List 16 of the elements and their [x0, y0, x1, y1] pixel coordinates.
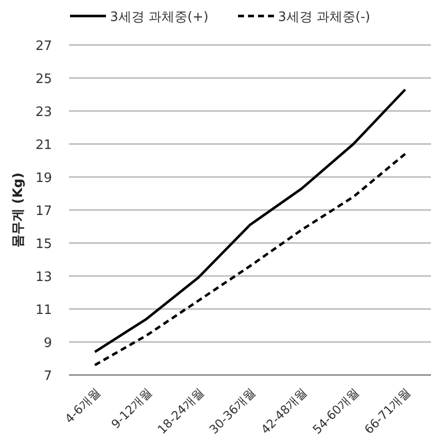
- y-tick-label: 21: [35, 138, 52, 153]
- y-tick-label: 25: [35, 72, 52, 87]
- y-tick-label: 7: [44, 369, 52, 384]
- y-axis-title: 몸무게 (Kg): [11, 172, 26, 248]
- y-tick-label: 9: [44, 336, 52, 351]
- y-tick-label: 23: [35, 105, 52, 120]
- legend-label: 3세경 과체중(-): [278, 10, 370, 25]
- line-series: [94, 88, 406, 354]
- y-tick-label: 19: [35, 171, 52, 186]
- y-tick-label: 15: [35, 237, 52, 252]
- y-tick-label: 13: [35, 270, 52, 285]
- y-tick-label: 17: [35, 204, 52, 219]
- y-tick-label: 27: [35, 39, 52, 54]
- line-series: [94, 152, 406, 366]
- legend-label: 3세경 과체중(+): [110, 10, 208, 25]
- y-tick-label: 11: [35, 303, 52, 318]
